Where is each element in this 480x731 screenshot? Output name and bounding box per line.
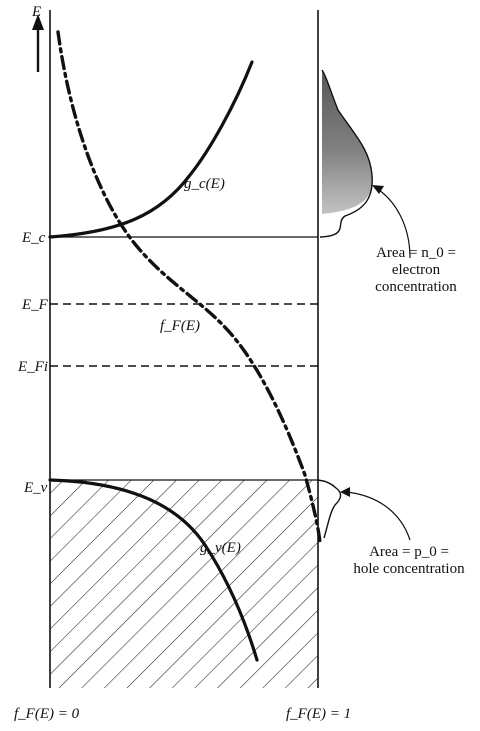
electron-annotation-line1: Area = n_0 = (376, 245, 456, 261)
right-bottom-label: f_F(E) = 1 (286, 706, 352, 722)
left-bottom-label: f_F(E) = 0 (14, 706, 80, 722)
hole-distribution-curve (317, 479, 342, 539)
energy-arrow-head (32, 14, 44, 30)
gc-curve-label: g_c(E) (184, 176, 225, 192)
gc-curve (48, 60, 254, 239)
electron-annotation-line2: electron (391, 262, 441, 278)
hole-area-annotation: Area = p_0 = hole concentration (344, 544, 474, 578)
fermi-dirac-curve (56, 30, 322, 544)
efi-level-label: E_Fi (18, 359, 48, 375)
electron-annotation-line3: concentration (375, 279, 457, 295)
hole-annotation-line1: Area = p_0 = (369, 544, 449, 560)
gv-curve (48, 478, 259, 662)
gv-curve-label: g_v(E) (200, 540, 241, 556)
hole-annotation-line2: hole concentration (353, 561, 465, 577)
electron-pointer-head (372, 185, 384, 194)
valence-band-hatch (50, 480, 318, 688)
ef-level-label: E_F (22, 297, 48, 313)
energy-axis-label: E (32, 4, 42, 20)
electron-distribution-fill (322, 70, 373, 214)
electron-pointer-line (375, 187, 411, 259)
ff-curve-label: f_F(E) (160, 318, 200, 334)
hole-pointer-line (345, 491, 411, 541)
electron-distribution-curve (319, 69, 373, 238)
hole-pointer-head (340, 487, 350, 497)
ev-level-label: E_v (24, 480, 48, 496)
electron-area-annotation: Area = n_0 = electron concentration (360, 245, 472, 296)
ec-level-label: E_c (22, 230, 46, 246)
